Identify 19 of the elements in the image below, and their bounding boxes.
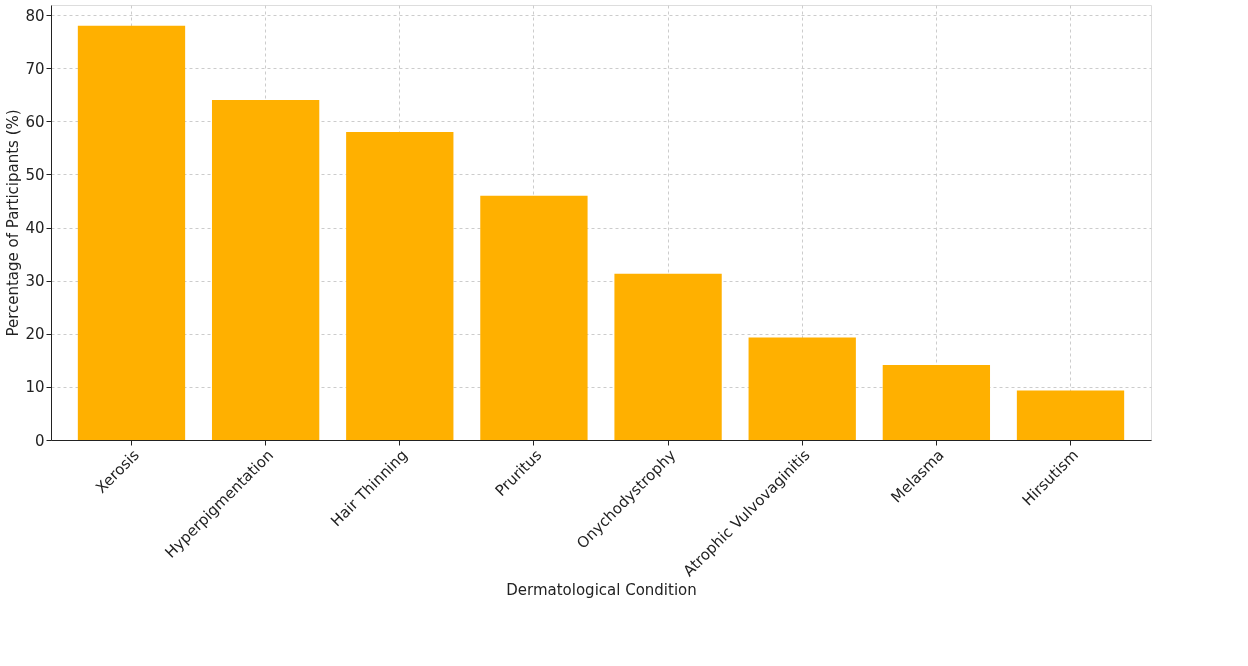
x-axis-title: Dermatological Condition: [506, 581, 697, 600]
bar: [1016, 390, 1125, 440]
bar: [882, 365, 991, 440]
bar: [77, 25, 186, 440]
bar: [211, 100, 320, 440]
y-tick-label: 60: [25, 112, 45, 131]
bar: [480, 195, 588, 440]
y-axis-title: Percentage of Participants (%): [4, 109, 23, 337]
bar: [748, 337, 856, 440]
bar: [614, 273, 722, 440]
y-tick-label: 20: [25, 325, 45, 344]
y-tick-label: 10: [25, 378, 45, 397]
y-tick-label: 40: [25, 219, 45, 238]
y-tick-label: 0: [34, 431, 45, 450]
y-tick-label: 30: [25, 272, 45, 291]
bar: [346, 131, 454, 440]
y-tick-label: 70: [25, 59, 45, 78]
y-tick-label: 80: [25, 6, 45, 25]
y-tick-label: 50: [25, 165, 45, 184]
